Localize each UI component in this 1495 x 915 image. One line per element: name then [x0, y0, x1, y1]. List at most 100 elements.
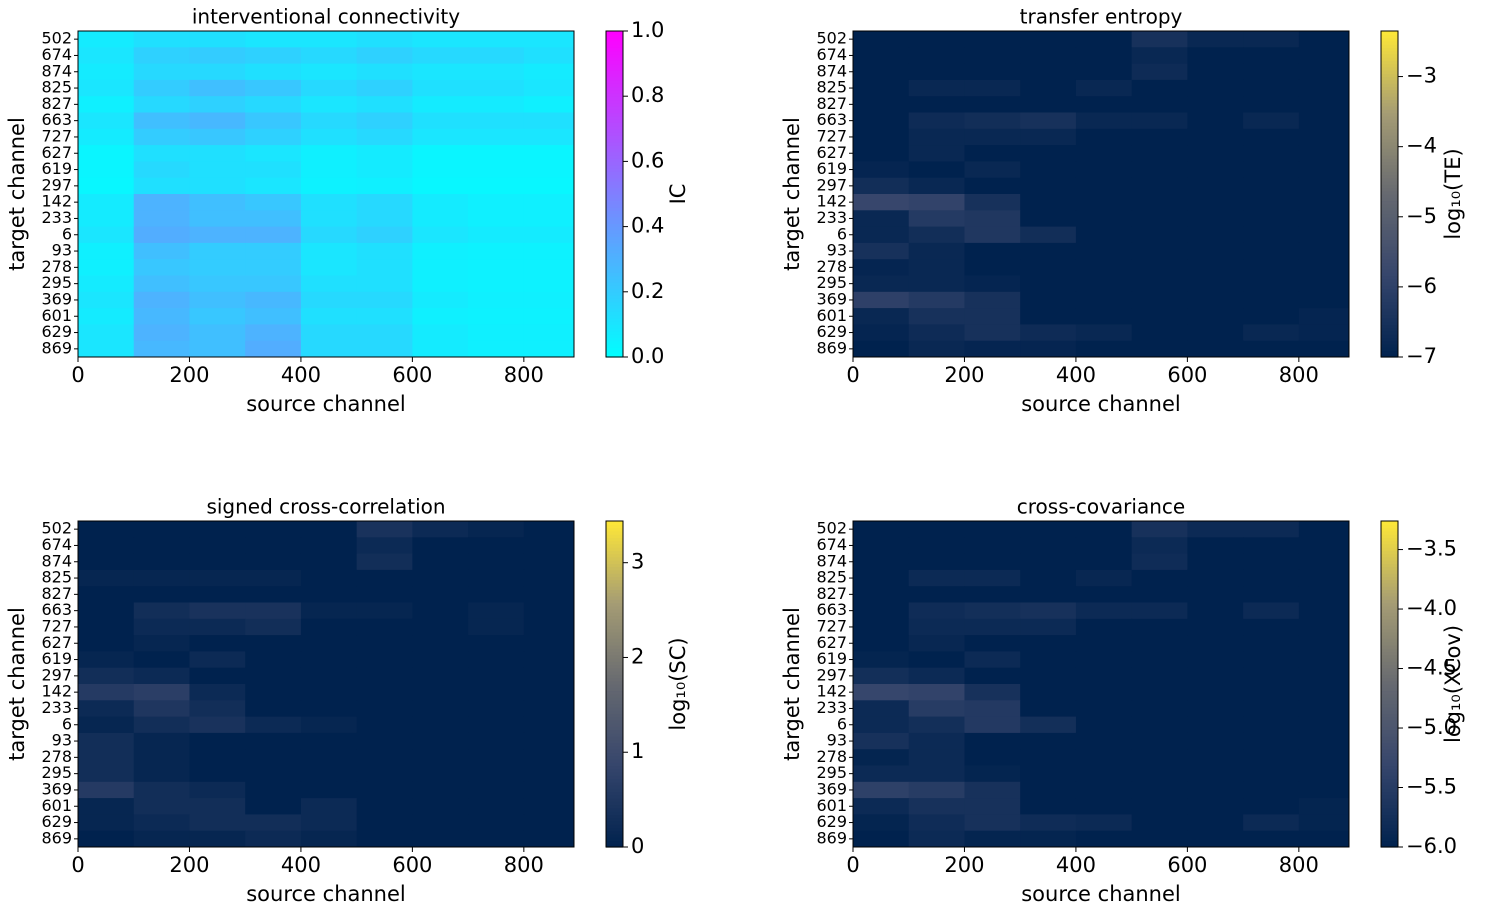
colorbar-segment — [1381, 330, 1398, 335]
y-tick-label: 827 — [41, 584, 72, 603]
colorbar-segment — [1381, 582, 1398, 587]
colorbar-segment — [606, 47, 623, 52]
heatmap-cell — [1131, 177, 1188, 195]
colorbar-segment — [1381, 723, 1398, 727]
heatmap-cell — [1075, 814, 1133, 832]
heatmap-cell — [78, 716, 135, 734]
heatmap-cell — [356, 602, 413, 620]
heatmap-cell — [245, 667, 302, 685]
heatmap-cell — [1243, 716, 1300, 734]
heatmap-cell — [412, 259, 469, 276]
colorbar-segment — [606, 236, 623, 241]
heatmap-cell — [1187, 340, 1244, 358]
colorbar-segment — [1381, 314, 1398, 319]
colorbar-segment — [606, 76, 623, 81]
heatmap-cell — [1131, 537, 1188, 555]
colorbar-segment — [1381, 742, 1398, 747]
colorbar-segment — [606, 700, 623, 705]
colorbar-frame — [605, 520, 624, 848]
y-tick-label: 627 — [816, 143, 847, 162]
colorbar-segment — [1381, 321, 1398, 325]
heatmap-cell — [133, 537, 190, 555]
heatmap-cell — [133, 177, 190, 195]
heatmap-cell — [412, 112, 469, 130]
y-tick-label: 297 — [41, 175, 72, 194]
heatmap-cell — [189, 324, 246, 342]
heatmap-cell — [523, 537, 575, 555]
colorbar-segment — [1381, 521, 1398, 525]
heatmap-cell — [133, 242, 190, 260]
heatmap-cell — [468, 291, 525, 309]
heatmap-cell — [133, 553, 190, 571]
heatmap-cell — [78, 602, 135, 620]
heatmap-cell — [523, 210, 575, 228]
colorbar-segment — [1381, 824, 1398, 829]
colorbar-segment — [1381, 794, 1398, 799]
heatmap-cell — [1075, 242, 1133, 260]
heatmap-cell — [1131, 569, 1188, 587]
colorbar-segment — [606, 781, 623, 786]
heatmap-cell — [412, 798, 469, 815]
heatmap-cell — [300, 161, 358, 179]
heatmap-cell — [964, 340, 1021, 358]
y-tick-label: 601 — [41, 306, 72, 325]
heatmap-cell — [133, 194, 190, 211]
heatmap-cell — [133, 749, 190, 766]
colorbar-segment — [606, 83, 623, 88]
heatmap-cell — [1020, 537, 1077, 555]
heatmap-cell — [1131, 210, 1188, 228]
heatmap-cell — [412, 63, 469, 81]
colorbar-segment — [1381, 719, 1398, 724]
colorbar-segment — [606, 576, 623, 581]
heatmap-cell — [412, 716, 469, 734]
colorbar-segment — [606, 573, 623, 578]
heatmap-cell — [1075, 830, 1133, 848]
y-tick-label: 93 — [52, 731, 72, 750]
heatmap-cell — [1075, 210, 1133, 228]
colorbar-segment — [1381, 768, 1398, 773]
y-tick-label: 295 — [41, 273, 72, 292]
colorbar-segment — [606, 337, 623, 342]
heatmap-cell — [300, 291, 358, 309]
heatmap-cell — [133, 700, 190, 718]
colorbar-tick-label: 0 — [631, 834, 644, 858]
heatmap-cell — [1298, 684, 1350, 701]
colorbar-segment — [1381, 268, 1398, 273]
colorbar-segment — [606, 190, 623, 195]
heatmap-cell — [78, 553, 135, 571]
heatmap-cell — [1075, 177, 1133, 195]
colorbar-segment — [1381, 697, 1398, 701]
x-tick-label: 200 — [169, 363, 209, 387]
heatmap-cell — [908, 324, 965, 342]
colorbar-segment — [1381, 50, 1398, 55]
heatmap-cell — [189, 161, 246, 179]
y-tick-label: 869 — [816, 338, 847, 357]
heatmap-cell — [133, 830, 190, 848]
y-tick-label: 825 — [41, 78, 72, 97]
heatmap-cell — [523, 112, 575, 130]
heatmap-cell — [964, 177, 1021, 195]
y-tick-label: 874 — [816, 551, 847, 570]
colorbar-segment — [1381, 638, 1398, 643]
heatmap-cell — [1020, 814, 1077, 832]
colorbar-segment — [606, 595, 623, 600]
heatmap-cell — [1020, 569, 1077, 587]
y-tick-label: 233 — [41, 208, 72, 227]
heatmap-cell — [300, 732, 358, 750]
colorbar-segment — [1381, 547, 1398, 551]
y-axis-label: target channel — [780, 607, 804, 761]
heatmap-cell — [412, 145, 469, 162]
colorbar-segment — [606, 710, 623, 714]
heatmap-cell — [1298, 340, 1350, 358]
heatmap-cell — [468, 161, 525, 179]
heatmap-cell — [245, 537, 302, 555]
colorbar-segment — [1381, 765, 1398, 770]
y-tick-label: 674 — [41, 45, 72, 64]
colorbar-segment — [1381, 301, 1398, 306]
colorbar-segment — [1381, 566, 1398, 571]
heatmap-cell — [245, 210, 302, 228]
heatmap-cell — [78, 684, 135, 701]
colorbar-segment — [606, 599, 623, 604]
heatmap-cell — [853, 732, 910, 750]
y-tick-label: 827 — [816, 584, 847, 603]
